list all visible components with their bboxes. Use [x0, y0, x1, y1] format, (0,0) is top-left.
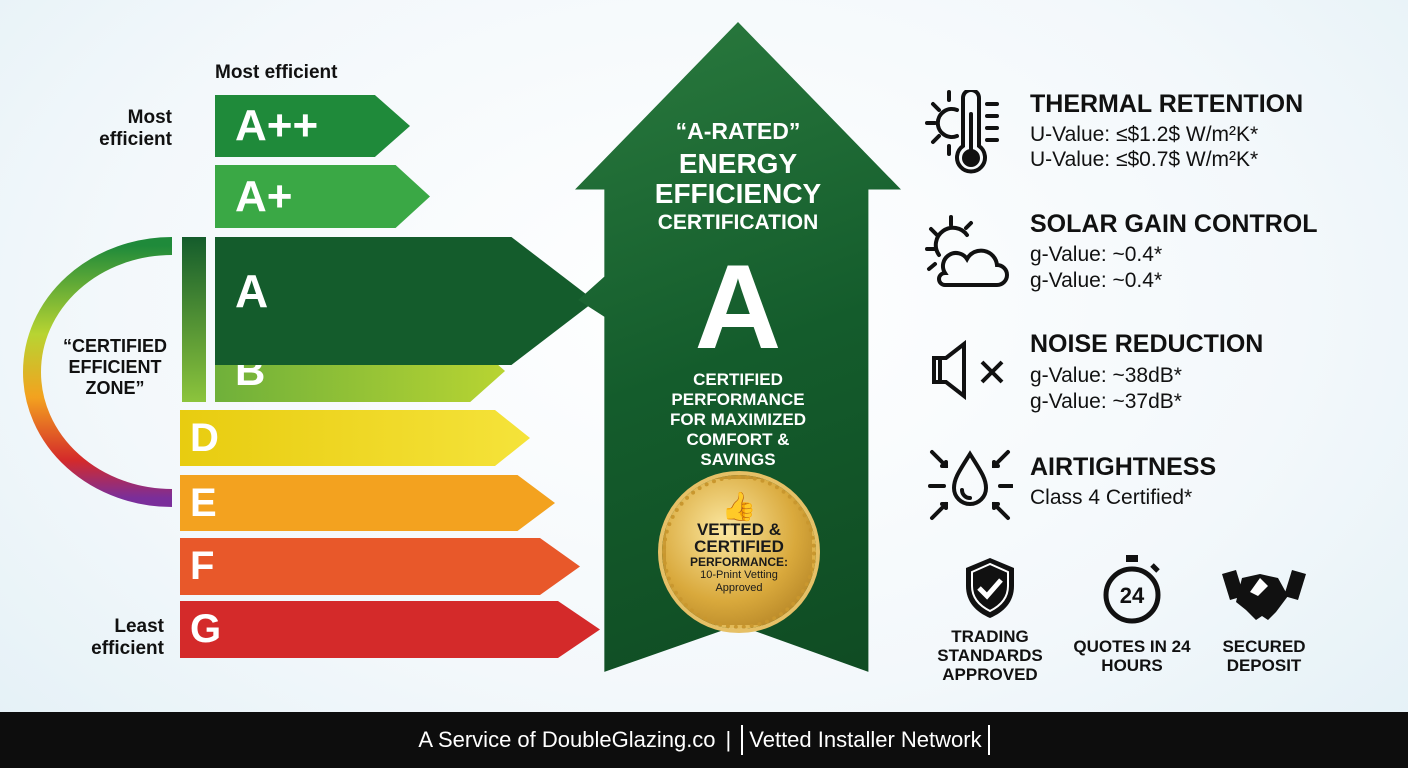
badge-label: TRADING STANDARDS APPROVED: [937, 627, 1043, 684]
stopwatch-icon: 24: [1103, 555, 1161, 624]
grade-text: A++: [235, 101, 319, 150]
badge-label: SECURED DEPOSIT: [1222, 637, 1306, 675]
seal-line: PERFORMANCE:: [690, 555, 788, 569]
arrow-title-3: EFFICIENCY: [654, 178, 822, 209]
grade-text: A+: [235, 171, 293, 221]
feature-title: SOLAR GAIN CONTROL: [1030, 210, 1318, 238]
rating-bar-a-plus: A+: [215, 165, 430, 228]
arrow-title-1: “A-RATED”: [675, 118, 801, 144]
rating-bar-e: E: [180, 475, 555, 531]
feature-title: NOISE REDUCTION: [1030, 330, 1264, 358]
least-efficient-label: Least efficient: [91, 616, 164, 659]
feature-title: AIRTIGHTNESS: [1030, 453, 1217, 481]
rating-bar-g: G: [180, 601, 600, 658]
feature-value: g-Value: ~38dB*: [1030, 364, 1182, 387]
grade-text: E: [190, 480, 217, 525]
top-most-efficient-label: Most efficient: [215, 62, 338, 83]
rating-bar-a-plus-plus: A++: [215, 95, 410, 157]
footer: A Service of DoubleGlazing.co | Vetted I…: [0, 712, 1408, 768]
arrow-title-4: CERTIFICATION: [657, 211, 819, 234]
shield-check-icon: [966, 558, 1014, 618]
footer-separator: |: [725, 727, 732, 752]
rating-bar-f: F: [180, 538, 580, 595]
thumbs-up-icon: 👍: [721, 491, 757, 522]
feature-value: g-Value: ~0.4*: [1030, 243, 1163, 266]
feature-value: g-Value: ~37dB*: [1030, 390, 1182, 413]
seal-line: VETTED &: [696, 520, 782, 539]
certified-zone-label: “CERTIFIED EFFICIENT ZONE”: [62, 336, 167, 398]
grade-text: F: [190, 544, 215, 588]
footer-network-text: Vetted Installer Network: [741, 725, 990, 755]
seal-line: Approved: [715, 582, 763, 594]
most-efficient-label: Most efficient: [99, 107, 172, 150]
seal-line: 10-Pnint Vetting: [700, 569, 778, 581]
feature-value: g-Value: ~0.4*: [1030, 269, 1163, 292]
rating-bar-d: D: [180, 410, 530, 466]
grade-text: G: [190, 607, 222, 651]
arrow-subtitle: CERTIFIED PERFORMANCE FOR MAXIMIZED COMF…: [670, 370, 806, 469]
efficient-zone-arc: [23, 237, 173, 507]
feature-value: Class 4 Certified*: [1030, 486, 1193, 509]
stopwatch-number: 24: [1120, 583, 1145, 608]
feature-value: U-Value: ≤$1.2$ W/m²K*: [1030, 123, 1259, 146]
sun-cloud-icon: [925, 215, 1009, 287]
arrow-title-2: ENERGY: [678, 148, 798, 179]
feature-value: U-Value: ≤$0.7$ W/m²K*: [1030, 148, 1259, 171]
zone-bar: [182, 237, 206, 402]
grade-text: D: [190, 415, 219, 460]
rating-bar-a: A: [215, 237, 595, 365]
handshake-icon: [1222, 570, 1306, 620]
grade-text: A: [235, 265, 269, 317]
footer-service-text: A Service of DoubleGlazing.co: [418, 727, 716, 752]
seal-line: CERTIFIED: [694, 537, 784, 556]
vetted-seal: 👍 VETTED & CERTIFIED PERFORMANCE: 10-Pni…: [662, 475, 816, 629]
thermometer-sun-icon: [925, 90, 999, 174]
arrow-grade: A: [694, 240, 782, 374]
feature-title: THERMAL RETENTION: [1030, 90, 1304, 118]
speaker-mute-icon: [932, 340, 1004, 400]
droplet-arrows-icon: [928, 450, 1013, 520]
badge-label: QUOTES IN 24 HOURS: [1073, 637, 1191, 675]
